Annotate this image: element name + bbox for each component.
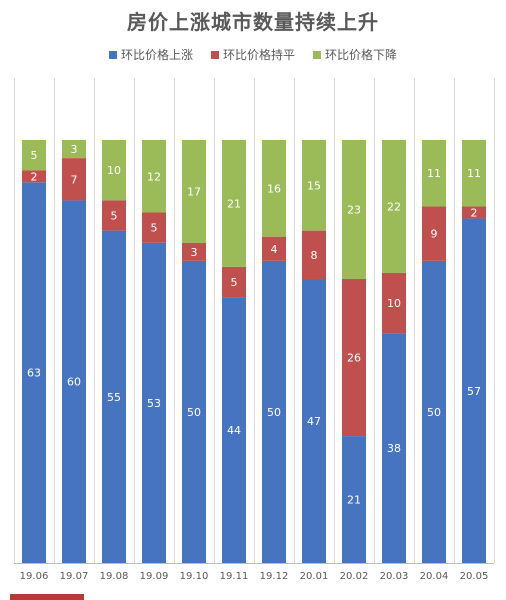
legend-item-rise: 环比价格上涨 (108, 46, 193, 63)
data-label: 47 (307, 415, 321, 428)
bar-fall (102, 140, 126, 201)
legend-swatch-fall (313, 50, 321, 59)
bar-rise (262, 260, 286, 563)
data-label: 10 (107, 164, 121, 177)
data-label: 3 (71, 143, 78, 156)
decorative-strip (10, 594, 84, 600)
legend-swatch-flat (210, 50, 219, 59)
bar-flat (382, 272, 406, 334)
data-label: 21 (227, 197, 241, 210)
bar-fall (262, 140, 286, 237)
bar-flat (462, 206, 486, 219)
x-tick-label: 20.04 (420, 571, 449, 582)
data-label: 23 (347, 203, 361, 216)
bar-fall (62, 140, 86, 159)
data-label: 3 (191, 246, 198, 259)
x-tick-label: 19.10 (180, 571, 209, 582)
x-tick-label: 19.11 (220, 571, 249, 582)
bar-rise (142, 242, 166, 563)
data-label: 5 (31, 149, 38, 162)
bar-flat (342, 278, 366, 437)
bar-flat (302, 230, 326, 279)
data-label: 63 (27, 367, 41, 380)
bar-rise (422, 260, 446, 563)
data-label: 38 (387, 442, 401, 455)
data-label: 9 (431, 228, 438, 241)
x-tick-label: 19.09 (140, 571, 169, 582)
bar-rise (62, 200, 86, 563)
data-label: 5 (231, 276, 238, 289)
bar-rise (22, 182, 46, 564)
bar-rise (382, 333, 406, 563)
data-label: 10 (387, 297, 401, 310)
data-label: 16 (267, 182, 281, 195)
x-tick-label: 20.05 (460, 571, 489, 582)
bar-flat (182, 242, 206, 261)
bar-flat (222, 266, 246, 298)
data-label: 60 (67, 376, 81, 389)
data-label: 5 (151, 222, 158, 235)
data-label: 57 (467, 385, 481, 398)
bar-rise (342, 436, 366, 563)
bar-fall (182, 140, 206, 243)
bar-fall (22, 140, 46, 171)
data-label: 2 (471, 207, 478, 220)
x-tick-label: 20.03 (380, 571, 409, 582)
data-label: 55 (107, 391, 121, 404)
data-label: 22 (387, 200, 401, 213)
data-label: 50 (267, 406, 281, 419)
x-tick-label: 19.06 (20, 571, 49, 582)
chart-title: 房价上涨城市数量持续上升 (127, 10, 379, 34)
bar-flat (422, 206, 446, 261)
chart-legend: 环比价格上涨 环比价格持平 环比价格下降 (0, 46, 506, 63)
data-label: 50 (187, 406, 201, 419)
legend-swatch-rise (108, 50, 117, 59)
data-label: 26 (347, 352, 361, 365)
data-label: 15 (307, 179, 321, 192)
data-label: 21 (347, 494, 361, 507)
legend-label-fall: 环比价格下降 (325, 48, 398, 62)
data-label: 8 (311, 249, 318, 262)
bar-fall (142, 140, 166, 213)
legend-item-flat: 环比价格持平 (210, 46, 295, 63)
data-label: 50 (427, 406, 441, 419)
bar-fall (342, 140, 366, 279)
data-label: 4 (271, 243, 278, 256)
data-label: 53 (147, 397, 161, 410)
legend-item-fall: 环比价格下降 (313, 46, 397, 63)
data-label: 7 (71, 173, 78, 186)
bar-flat (102, 200, 126, 231)
bar-fall (382, 140, 406, 273)
bar-rise (462, 218, 486, 564)
legend-label-flat: 环比价格持平 (222, 48, 295, 62)
legend-label-rise: 环比价格上涨 (120, 48, 193, 62)
bar-flat (262, 236, 286, 261)
x-tick-label: 20.02 (340, 571, 369, 582)
bar-flat (142, 212, 166, 243)
data-label: 11 (467, 167, 481, 180)
x-tick-label: 19.12 (260, 571, 289, 582)
data-label: 2 (31, 170, 38, 183)
bar-flat (62, 158, 86, 201)
bar-fall (222, 140, 246, 267)
data-label: 5 (111, 210, 118, 223)
data-label: 11 (427, 167, 441, 180)
data-label: 17 (187, 185, 201, 198)
bar-fall (422, 140, 446, 207)
bar-fall (302, 140, 326, 231)
x-tick-label: 19.07 (60, 571, 89, 582)
x-tick-label: 20.01 (300, 571, 329, 582)
data-label: 12 (147, 170, 161, 183)
bar-flat (22, 170, 46, 183)
x-tick-label: 19.08 (100, 571, 129, 582)
bar-rise (102, 230, 126, 563)
data-label: 44 (227, 424, 241, 437)
bar-rise (182, 260, 206, 563)
bar-rise (302, 278, 326, 563)
bar-rise (222, 297, 246, 563)
bar-fall (462, 140, 486, 207)
